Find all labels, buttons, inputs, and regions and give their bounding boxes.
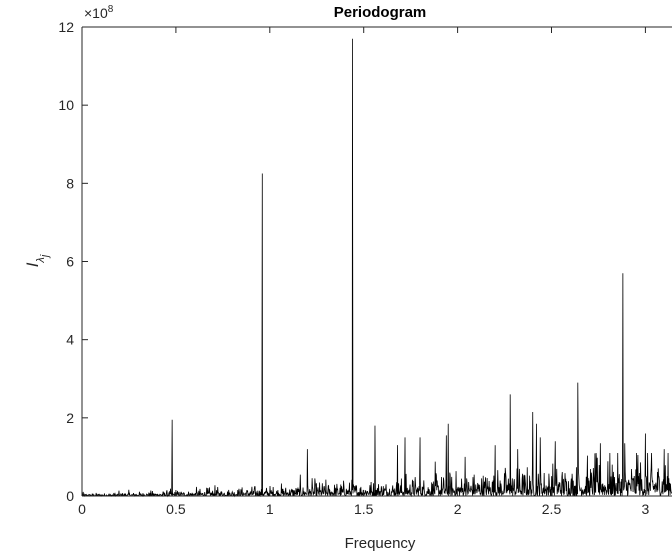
y-tick-label: 2 [66,410,74,426]
y-exponent-label: ×108 [84,4,114,21]
series-layer [81,38,672,498]
x-tick-label: 2 [454,501,462,517]
x-tick-label: 3 [642,501,650,517]
axes-background [82,27,672,496]
y-axis-label-sub: λ [35,257,47,263]
y-tick-label: 8 [66,175,74,191]
y-tick-label: 0 [66,488,74,504]
x-tick-label: 0 [78,501,86,517]
y-tick-label: 12 [58,19,74,35]
y-tick-label: 4 [66,332,74,348]
x-axis-label: Frequency [345,535,416,552]
y-exponent-prefix: ×10 [84,5,108,21]
y-axis-label-subsub: j [39,254,51,259]
x-tick-label: 1.5 [354,501,374,517]
y-axis-label: Iλj [23,254,51,267]
x-tick-label: 2.5 [542,501,562,517]
x-tick-label: 1 [266,501,274,517]
periodogram-line [81,38,672,498]
chart-title: Periodogram [334,4,427,21]
x-tick-label: 0.5 [166,501,186,517]
y-tick-label: 6 [66,254,74,270]
y-tick-label: 10 [58,97,74,113]
svg-text:Iλj: Iλj [23,254,51,267]
axes-layer: 0 0.5 1 1.5 2 2.5 3 0 2 4 6 8 10 12 [58,19,672,517]
y-exponent-power: 8 [108,4,114,15]
y-axis-label-main: I [23,262,42,267]
